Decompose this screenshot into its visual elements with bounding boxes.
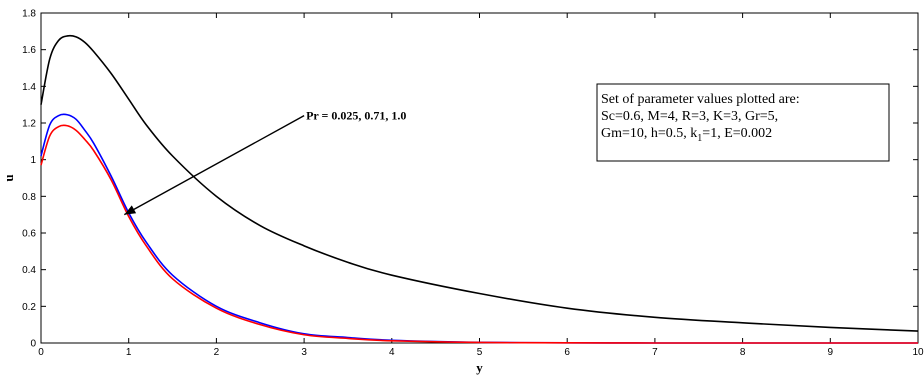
x-tick-label: 8 <box>740 347 746 358</box>
parameter-box-frame <box>596 83 890 162</box>
y-tick-label: 1.2 <box>22 119 36 130</box>
x-tick-label: 10 <box>912 347 924 358</box>
x-tick-label: 6 <box>564 347 570 358</box>
series-line-red <box>40 124 918 344</box>
parameter-box-line-3-sub: 1 <box>697 133 702 144</box>
parameter-box-line-2: Sc=0.6, M=4, R=3, K=3, Gr=5, <box>601 109 778 124</box>
parameter-box-line-1: Set of parameter values plotted are: <box>601 92 800 107</box>
y-tick-label: 1 <box>30 155 36 166</box>
x-tick-label: 1 <box>126 347 132 358</box>
y-tick-label: 0.6 <box>22 229 36 240</box>
x-tick-label: 2 <box>214 347 220 358</box>
x-tick-label: 4 <box>389 347 395 358</box>
parameter-box: Set of parameter values plotted are: Sc=… <box>596 83 890 162</box>
y-tick-label: 0 <box>30 339 36 350</box>
y-axis-label: u <box>1 174 16 181</box>
annotation-arrow-line <box>123 115 305 216</box>
parameter-box-line-3-pre: Gm=10, h=0.5, k <box>601 126 697 141</box>
y-tick-label: 1.4 <box>22 82 36 93</box>
annotation-text: Pr = 0.025, 0.71, 1.0 <box>306 109 406 123</box>
x-tick-label: 0 <box>38 347 44 358</box>
parameter-box-line-3: Gm=10, h=0.5, k1=1, E=0.002 <box>601 126 772 144</box>
y-tick-label: 0.4 <box>22 265 36 276</box>
x-tick-label: 5 <box>477 347 483 358</box>
y-tick-label: 0.2 <box>22 302 36 313</box>
y-tick-label: 1.6 <box>22 45 36 56</box>
y-tick-label: 1.8 <box>22 9 36 20</box>
x-axis-label: y <box>476 360 483 375</box>
series-group <box>40 34 919 344</box>
series-line-black <box>40 34 919 332</box>
x-tick-label: 9 <box>828 347 834 358</box>
annotation-arrow-head <box>124 205 137 215</box>
annotation-group: Pr = 0.025, 0.71, 1.0 <box>123 109 406 216</box>
x-tick-label: 7 <box>652 347 658 358</box>
parameter-box-line-3-post: =1, E=0.002 <box>702 126 772 141</box>
y-tick-label: 0.8 <box>22 192 36 203</box>
x-tick-label: 3 <box>301 347 307 358</box>
